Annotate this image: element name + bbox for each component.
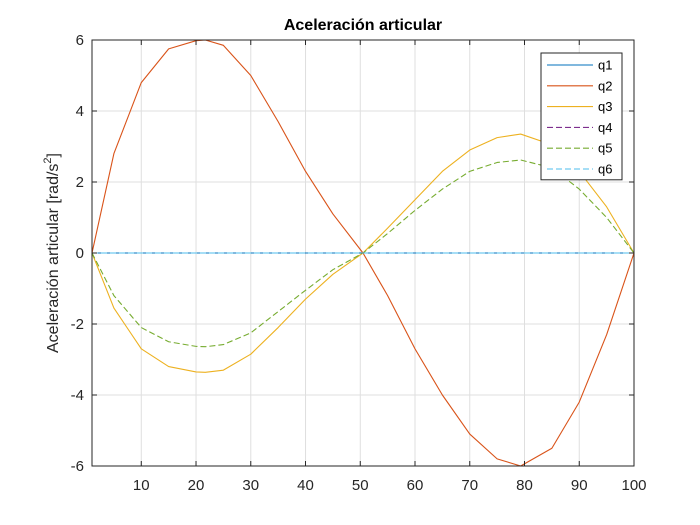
y-axis-label-superscript: 2 — [42, 157, 54, 163]
y-tick-label: 0 — [76, 245, 84, 262]
legend-box — [540, 52, 623, 181]
x-tick-label: 80 — [516, 477, 533, 494]
x-tick-label: 100 — [621, 477, 646, 494]
x-tick-label: 90 — [571, 477, 588, 494]
y-tick-label: 2 — [76, 174, 84, 191]
chart-title: Aceleración articular — [284, 17, 442, 34]
legend-label-q4: q4 — [598, 120, 612, 135]
series-line-q5 — [91, 159, 635, 348]
series-line-q3 — [91, 133, 635, 373]
legend-label-q2: q2 — [598, 78, 612, 93]
x-tick-label: 10 — [133, 477, 150, 494]
y-tick-label: -4 — [71, 387, 84, 404]
series-layer — [91, 39, 635, 467]
axes — [91, 39, 635, 467]
legend-label-q6: q6 — [598, 162, 612, 177]
y-tick-label: -2 — [71, 316, 84, 333]
x-tick-label: 50 — [352, 477, 369, 494]
legend-label-q5: q5 — [598, 141, 612, 156]
y-tick-label: 6 — [76, 32, 84, 49]
y-axis-label-main: Aceleración articular [rad/s — [45, 164, 62, 353]
legend: q1 q2 q3 q4 q5 q6 — [540, 52, 623, 181]
series-line-q2 — [91, 39, 635, 467]
y-tick-label: 4 — [76, 103, 84, 120]
y-axis-label-suffix: ] — [45, 153, 62, 157]
x-tick-label: 60 — [407, 477, 424, 494]
y-axis-label: Aceleración articular [rad/s2] — [42, 153, 62, 353]
x-tick-label: 30 — [242, 477, 259, 494]
x-tick-label: 20 — [188, 477, 205, 494]
y-tick-label: -6 — [71, 458, 84, 475]
tick-labels: 10 20 30 40 50 60 70 80 90 100 -6 -4 -2 0 2 4 6 — [71, 32, 647, 494]
legend-label-q3: q3 — [598, 99, 612, 114]
x-tick-label: 70 — [461, 477, 478, 494]
legend-label-q1: q1 — [598, 58, 612, 73]
x-tick-label: 40 — [297, 477, 314, 494]
